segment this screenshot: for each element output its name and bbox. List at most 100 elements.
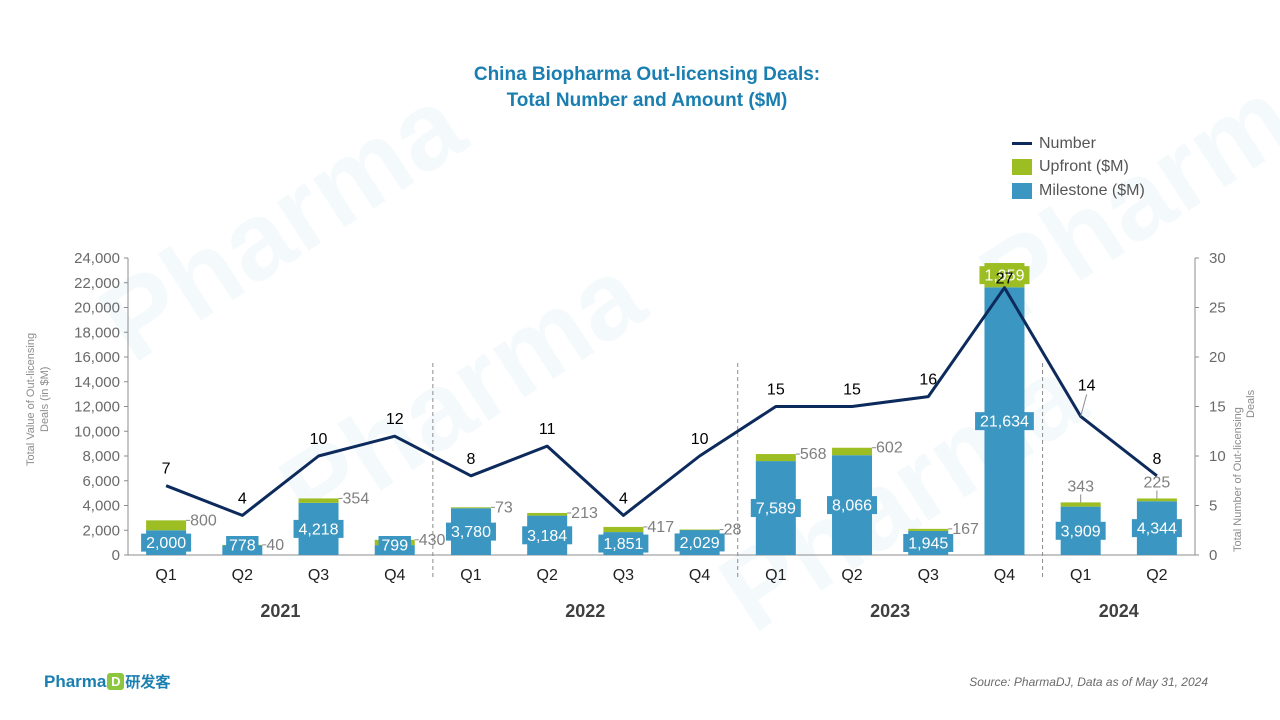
upfront-value-label: 28 [724, 522, 742, 539]
number-value-label: 16 [919, 372, 937, 389]
milestone-value-label-bg [750, 499, 801, 518]
upfront-value-label: 568 [800, 446, 827, 463]
legend-label-upfront: Upfront ($M) [1039, 158, 1129, 176]
legend-label-milestone: Milestone ($M) [1039, 181, 1145, 199]
upfront-value-label: 343 [1067, 478, 1094, 495]
milestone-value-label: 8,066 [832, 498, 872, 515]
milestone-value-label-bg [378, 536, 411, 554]
milestone-value-label-bg [827, 496, 878, 515]
logo-chinese-text: 研发客 [125, 674, 171, 691]
y-tick-label: 14,000 [74, 374, 120, 391]
y-right-tick-label: 0 [1209, 547, 1217, 564]
milestone-value-label-bg [674, 533, 725, 552]
milestone-value-label: 21,634 [980, 414, 1029, 431]
upfront-value-label: 602 [876, 440, 903, 457]
legend-line-swatch [1012, 142, 1032, 146]
upfront-value-label: 213 [571, 505, 598, 522]
x-tick-label: Q4 [384, 567, 405, 584]
upfront-value-label: 1,959 [984, 268, 1024, 285]
upfront-bar [832, 447, 873, 456]
milestone-value-label: 3,184 [527, 528, 567, 545]
y-tick-label: 20,000 [74, 300, 120, 317]
milestone-value-label-bg [598, 534, 649, 553]
legend-item-milestone: Milestone ($M) [1012, 179, 1145, 203]
x-tick-label: Q1 [765, 567, 786, 584]
number-value-label: 4 [619, 490, 628, 507]
upfront-bar [527, 512, 568, 516]
legend-item-number: Number [1012, 132, 1145, 156]
x-tick-label: Q2 [232, 567, 253, 584]
x-tick-label: Q3 [613, 567, 634, 584]
y-right-axis-title-line2: Deals [1245, 389, 1257, 418]
upfront-bar [298, 498, 339, 503]
x-tick-label: Q1 [460, 567, 481, 584]
y-tick-label: 8,000 [82, 448, 120, 465]
x-tick-label: Q3 [918, 567, 939, 584]
year-group-label: 2022 [565, 601, 605, 621]
number-value-label: 15 [767, 382, 785, 399]
y-right-tick-label: 10 [1209, 448, 1226, 465]
number-label-leader [1080, 394, 1088, 417]
upfront-bar [450, 507, 491, 509]
legend-label-number: Number [1039, 134, 1096, 152]
upfront-bar [1060, 502, 1101, 507]
x-tick-label: Q3 [308, 567, 329, 584]
y-tick-label: 16,000 [74, 349, 120, 366]
upfront-value-label: 430 [419, 532, 446, 549]
y-tick-label: 18,000 [74, 324, 120, 341]
upfront-bar [146, 520, 187, 531]
milestone-value-label-bg [141, 533, 192, 552]
upfront-value-label: 800 [190, 512, 217, 529]
x-tick-label: Q1 [1070, 567, 1091, 584]
legend: Number Upfront ($M) Milestone ($M) [1012, 132, 1145, 203]
milestone-value-label: 1,945 [908, 535, 948, 552]
upfront-value-label: 73 [495, 499, 513, 516]
milestone-value-label-bg [445, 522, 496, 541]
milestone-value-label: 799 [381, 538, 408, 555]
upfront-bar [755, 454, 796, 462]
x-tick-label: Q2 [1146, 567, 1167, 584]
y-right-tick-label: 5 [1209, 498, 1217, 515]
milestone-value-label-bg [1055, 521, 1106, 540]
y-right-tick-label: 25 [1209, 300, 1226, 317]
milestone-value-label: 2,000 [146, 535, 186, 552]
upfront-value-label: 167 [952, 521, 979, 538]
number-line [165, 286, 1158, 517]
number-value-label: 10 [310, 431, 328, 448]
legend-item-upfront: Upfront ($M) [1012, 156, 1145, 180]
y-tick-label: 2,000 [82, 522, 120, 539]
chart-title-line1: China Biopharma Out-licensing Deals: [473, 64, 821, 85]
year-group-label: 2023 [870, 601, 910, 621]
upfront-value-label: 354 [343, 490, 370, 507]
legend-milestone-swatch [1012, 182, 1032, 199]
legend-upfront-swatch [1012, 159, 1032, 176]
milestone-value-label-bg [226, 536, 259, 554]
milestone-value-label: 778 [229, 538, 256, 555]
y-right-tick-label: 30 [1209, 250, 1226, 267]
number-value-label: 8 [1152, 451, 1161, 468]
number-value-label: 10 [691, 431, 709, 448]
upfront-value-label-bg [979, 266, 1030, 285]
x-tick-label: Q2 [841, 567, 862, 584]
number-value-label: 27 [996, 271, 1014, 288]
milestone-value-label-bg [293, 519, 344, 538]
number-value-label: 8 [467, 451, 476, 468]
brand-logo: Pharma D 研发客 [44, 671, 170, 692]
y-tick-label: 12,000 [74, 399, 120, 416]
milestone-value-label: 1,851 [603, 536, 643, 553]
upfront-bar [1136, 498, 1177, 502]
y-axis-title: Total Value of Out-licensing [25, 333, 37, 466]
chart-title: China Biopharma Out-licensing Deals: Tot… [0, 62, 1280, 114]
upfront-bar [679, 529, 720, 531]
y-right-tick-label: 15 [1209, 399, 1226, 416]
milestone-value-label-bg [1131, 519, 1182, 538]
number-value-label: 4 [238, 490, 247, 507]
upfront-value-label: 417 [647, 519, 674, 536]
x-tick-label: Q2 [537, 567, 558, 584]
milestone-value-label: 3,780 [451, 524, 491, 541]
milestone-value-label: 3,909 [1061, 523, 1101, 540]
y-axis-title-line2: Deals (in $M) [39, 367, 51, 432]
y-tick-label: 0 [112, 547, 120, 564]
y-tick-label: 10,000 [74, 423, 120, 440]
